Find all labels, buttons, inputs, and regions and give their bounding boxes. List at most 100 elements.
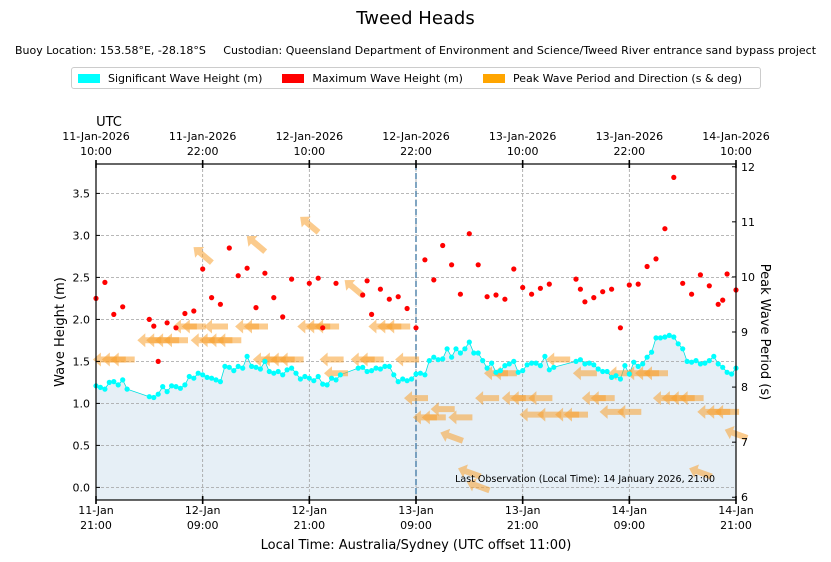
max-wave-point [662,226,668,232]
sig-wave-point [209,375,215,381]
sig-wave-point [164,389,170,395]
period-arrow-shape [448,410,473,425]
top-tick-label-date: 14-Jan-2026 [702,130,770,143]
period-arrow-shape [689,464,713,480]
max-wave-point [529,291,535,297]
max-wave-point [475,262,481,268]
sig-wave-point [671,334,677,340]
sig-wave-point [577,357,584,363]
sig-wave-point [222,363,228,369]
sig-wave-point [355,365,361,371]
x-tick-label-time: 21:00 [720,519,752,532]
max-wave-point [395,294,401,300]
period-arrow-shape [679,391,704,406]
max-wave-point [244,265,250,271]
max-wave-point [431,277,437,283]
sig-wave-point [529,360,535,366]
y-tick-label: 0.5 [73,439,91,452]
sig-wave-point [315,373,321,380]
max-wave-point [502,296,508,302]
sig-wave-point [382,363,388,369]
period-arrow [404,391,428,406]
sig-wave-point [257,366,263,372]
sig-wave-point [102,386,108,392]
max-wave-point [209,295,215,301]
sig-wave-point [680,346,686,352]
period-arrow-shape [617,404,642,419]
sig-wave-point [169,383,175,389]
sig-wave-point [160,384,166,390]
period-arrow [110,352,135,367]
period-arrow [590,391,615,406]
max-wave-point [102,279,108,285]
period-arrow [244,319,268,334]
y2-tick-label: 9 [741,326,748,339]
x-axis-label: Local Time: Australia/Sydney (UTC offset… [261,538,572,553]
max-wave-point [706,283,712,289]
sig-wave-point [297,376,303,382]
max-wave-point [404,305,410,312]
period-arrow [644,366,668,381]
sig-wave-point [715,361,721,367]
period-arrow-shape [421,410,446,425]
period-arrow-shape [204,319,228,334]
max-wave-point [146,316,152,322]
max-wave-point [217,301,223,307]
sig-wave-point [613,373,619,379]
period-arrow [715,404,740,419]
period-arrow-shape [510,391,535,406]
period-arrow [528,391,553,406]
max-wave-point [600,289,606,295]
max-wave-point [511,266,517,272]
max-wave-point [449,262,455,268]
period-arrow-shape [519,407,544,422]
top-tick-label-time: 10:00 [720,145,752,158]
max-wave-point [715,301,721,307]
period-arrow-shape [386,319,411,334]
period-arrow-shape [246,235,268,254]
period-arrow-shape [458,464,482,480]
sig-wave-point [235,363,241,369]
y-tick-label: 1.5 [73,355,91,368]
sig-wave-point [111,379,117,385]
period-arrow-shape [475,391,500,406]
period-arrow-shape [319,352,344,367]
sig-wave-point [489,360,495,366]
y-tick-label: 1.0 [73,397,91,410]
x-tick-label-date: 12-Jan [292,504,328,517]
sig-wave-point [333,377,339,383]
period-arrow [537,407,562,422]
x-tick-label-date: 13-Jan [505,504,541,517]
x-tick-label-time: 21:00 [293,519,325,532]
sig-wave-point [586,360,592,366]
sig-wave-point [302,373,308,380]
period-arrow [319,352,344,367]
legend-label-maximum: Maximum Wave Height (m) [312,71,463,85]
sig-wave-point [493,369,499,375]
max-wave-point [653,256,659,262]
sig-wave-point [200,372,206,378]
max-wave-point [440,242,446,249]
period-arrow [617,404,642,419]
x-tick-label-date: 11-Jan [78,504,114,517]
sig-wave-point [604,368,610,375]
max-wave-point [724,271,730,277]
sig-wave-point [115,382,121,388]
sig-wave-point [609,374,615,380]
sig-wave-point [217,379,223,385]
max-wave-point [720,297,726,303]
top-tick-label-time: 10:00 [293,145,325,158]
sig-wave-point [182,382,188,388]
period-arrow-shape [546,352,571,367]
sig-wave-point [320,381,326,387]
y2-tick-label: 12 [741,161,755,174]
x-tick-label-time: 21:00 [80,519,112,532]
sig-wave-point [635,363,641,369]
top-tick-label-time: 10:00 [80,145,112,158]
sig-wave-point [622,363,628,369]
period-arrow-shape [404,391,428,406]
sig-wave-point [720,364,726,370]
x-tick-label-date: 13-Jan [398,504,434,517]
sig-wave-point [515,369,521,375]
period-arrow-shape [217,333,242,348]
